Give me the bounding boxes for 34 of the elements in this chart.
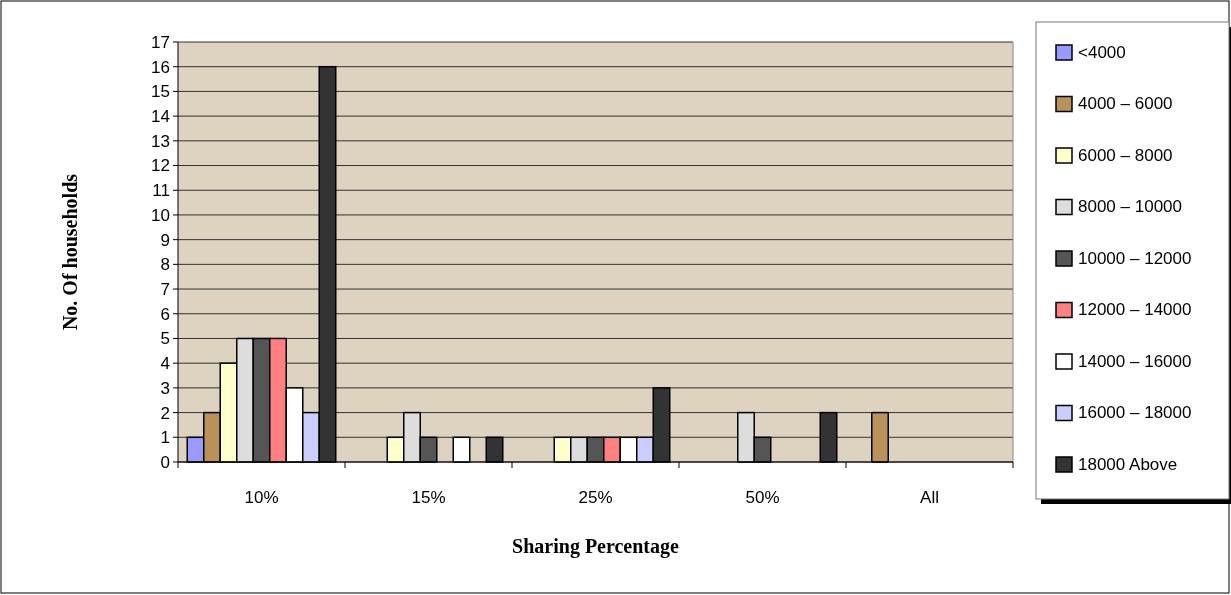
y-tick-label: 4 xyxy=(160,354,170,374)
x-tick-label: 15% xyxy=(411,488,446,507)
y-tick-label: 11 xyxy=(152,181,170,201)
y-tick-label: 13 xyxy=(151,131,170,151)
y-tick-label: 17 xyxy=(151,32,170,52)
y-tick-label: 5 xyxy=(160,329,170,349)
legend-label: 12000 – 14000 xyxy=(1078,300,1192,320)
legend-label: <4000 xyxy=(1078,42,1126,62)
y-tick-label: 6 xyxy=(160,304,170,324)
y-axis-title: No. Of households xyxy=(59,173,81,331)
y-tick-label: 15 xyxy=(151,82,170,102)
y-tick-label: 7 xyxy=(160,280,170,300)
legend-label: 4000 – 6000 xyxy=(1078,94,1173,114)
x-tick-label: 25% xyxy=(578,488,613,507)
y-tick-label: 10 xyxy=(151,205,170,225)
x-axis-title: Sharing Percentage xyxy=(512,535,680,558)
y-tick-label: 3 xyxy=(160,378,170,398)
y-tick-label: 9 xyxy=(160,230,170,250)
y-tick-label: 14 xyxy=(151,107,170,127)
y-tick-label: 8 xyxy=(160,255,170,275)
legend-label: 6000 – 8000 xyxy=(1078,145,1173,165)
legend-label: 10000 – 12000 xyxy=(1078,248,1192,268)
y-tick-label: 16 xyxy=(151,57,170,77)
x-tick-label: All xyxy=(920,488,939,507)
y-tick-label: 12 xyxy=(151,156,170,176)
legend-label: 14000 – 16000 xyxy=(1078,351,1192,371)
x-tick-label: 50% xyxy=(745,488,780,507)
y-tick-label: 2 xyxy=(160,403,170,423)
y-tick-label: 1 xyxy=(160,428,170,448)
legend-label: 18000 Above xyxy=(1078,454,1178,474)
x-tick-label: 10% xyxy=(244,488,279,507)
y-tick-label: 0 xyxy=(160,452,170,472)
legend-label: 16000 – 18000 xyxy=(1078,403,1192,423)
legend-label: 8000 – 10000 xyxy=(1078,197,1182,217)
